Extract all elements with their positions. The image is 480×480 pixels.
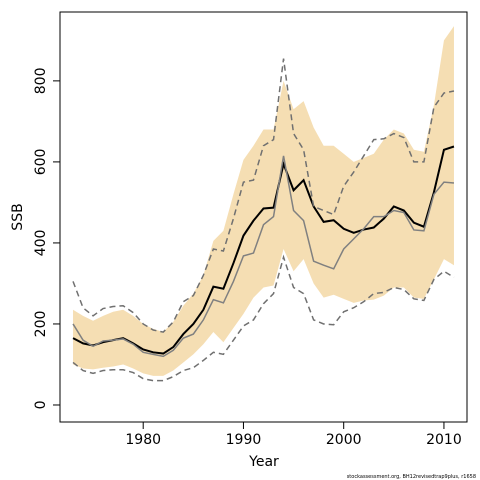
series-line — [72, 155, 455, 358]
series-line — [72, 254, 455, 382]
x-tick-label: 1990 — [226, 432, 262, 448]
y-axis-label: SSB — [10, 203, 26, 230]
plot-frame — [59, 11, 468, 423]
y-tick-label: 200 — [33, 311, 49, 338]
footer: stockassessment.org, BH12revisedtrap9plu… — [347, 474, 476, 480]
x-tick-label: 2010 — [426, 432, 462, 448]
series-line — [72, 58, 455, 333]
series-line — [72, 145, 455, 355]
y-tick-label: 800 — [33, 68, 49, 95]
x-tick-label: 1980 — [125, 432, 161, 448]
y-tick-label: 0 — [33, 401, 49, 410]
x-tick-label: 2000 — [326, 432, 362, 448]
y-tick-label: 400 — [33, 230, 49, 257]
confidence-band — [73, 26, 454, 376]
y-tick-label: 600 — [33, 149, 49, 176]
x-axis-label: Year — [248, 454, 279, 470]
